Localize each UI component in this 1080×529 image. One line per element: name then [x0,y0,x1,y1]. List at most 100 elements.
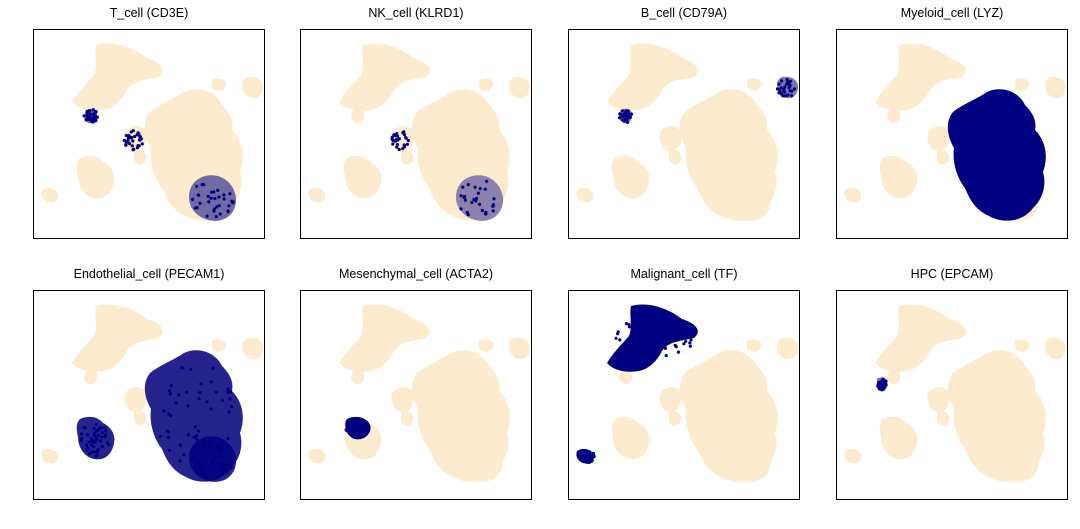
cell-cluster-tr [509,76,531,99]
expressing-cell-point [637,317,641,321]
expressing-cell-point [645,333,649,337]
umap-scatter-panel [300,290,532,500]
expressing-cell-point [353,421,357,425]
expressing-cell-point [211,366,215,370]
umap-scatter-panel [33,29,265,239]
expressing-cell-point [1004,102,1008,106]
expressing-cell-point [657,323,661,327]
expressing-cell-point [92,112,96,116]
expressing-cell-point [777,82,781,86]
expressing-cell-point [405,142,409,146]
expressing-cell-point [208,450,212,454]
expressing-cell-point [673,343,677,347]
expressing-cell-point [217,195,221,199]
expressing-cell-point [1002,148,1006,152]
expressing-cell-point [99,439,103,443]
expressing-cell-point [130,135,134,140]
expressing-cell-point [634,335,638,339]
expressing-cell-point [658,310,662,314]
cell-cluster-smal2 [134,150,147,165]
cell-cluster-smal2 [401,150,414,165]
expressing-cell-point [104,429,108,433]
umap-scatter-panel [300,29,532,239]
cell-cluster-cd8 [351,369,365,385]
expressing-cell-point [138,134,142,138]
cell-cluster-tr [242,76,264,99]
expressing-cell-point [792,87,797,91]
expressing-cell-point [406,138,410,143]
expressing-cell-point [192,435,196,439]
cell-cluster-smal1 [747,339,762,352]
expressing-cell-point [1015,148,1019,152]
cell-cluster-endo [611,416,650,460]
expressing-cell-point [617,116,621,120]
expressing-cell-point [587,460,592,464]
expressing-cell-point [124,143,128,147]
expressing-cell-point [359,426,363,430]
cell-cluster-lobe [124,386,147,413]
panel-title: Malignant_cell (TF) [630,267,738,281]
expressing-cell-point [492,197,496,201]
cell-cluster-tr [1045,76,1067,99]
expressing-cell-point [677,319,681,323]
expressing-cell-point [92,434,97,438]
cell-cluster-lobe [927,386,950,413]
expressing-cell-point [578,457,582,462]
expressing-cell-point [668,339,672,344]
cell-cluster-endo [343,155,382,199]
expressing-cell-point [213,455,217,459]
expressing-cell-point [204,475,208,479]
expressing-cell-point [402,133,407,137]
expressing-cell-point [217,204,221,208]
expressing-cell-point [166,436,170,440]
expressing-cell-point [167,389,171,393]
expressing-cell-point [993,143,997,147]
expressing-cell-point [84,443,89,447]
panel-title: Endothelial_cell (PECAM1) [73,267,225,281]
cell-cluster-lobe [927,125,950,152]
expressing-cell-point [103,426,107,430]
expressing-cell-point [193,425,197,429]
cell-cluster-smal2 [401,411,414,426]
expressing-cell-point [221,472,225,476]
expressing-cell-point [664,354,668,358]
expressing-cell-point [195,434,199,438]
expressing-cell-point [779,86,783,90]
expressing-cell-point [129,130,133,134]
panel-title: Mesenchymal_cell (ACTA2) [339,267,493,281]
expressing-cell-point [205,214,209,218]
expressing-cell-point [581,457,585,461]
expressing-cell-point [491,204,495,208]
expressing-cell-point [201,455,205,460]
expressing-cell-point [968,136,972,140]
expressing-cell-point [169,384,173,388]
cell-cluster-nk [723,175,772,221]
expressing-cell-point [351,429,355,433]
expressing-cell-point [670,312,674,316]
expressing-cell-point [200,471,204,475]
expressing-cell-point [1028,161,1032,165]
expressing-cell-point [966,153,970,157]
cell-cluster-smal2 [937,150,950,165]
expressing-cell-point [663,346,668,350]
expressing-cell-point [200,469,204,473]
expressing-cell-point [591,451,595,455]
expressing-cell-point [472,198,476,202]
cell-cluster-smal1 [212,78,227,91]
expressing-cell-point [463,194,467,199]
cell-cluster-top [72,304,163,372]
expressing-cell-point [1014,138,1018,142]
expressing-cell-point [214,215,218,219]
expressing-cell-point [168,392,172,396]
expressing-cell-point [1021,155,1025,159]
expressing-cell-point [174,401,178,405]
expressing-cell-point [124,133,128,138]
expressing-cell-point [688,330,692,334]
expressing-cell-point [218,446,222,450]
cell-cluster-tr [242,337,264,360]
cell-cluster-smal2 [134,411,147,426]
expressing-cell-point [218,212,222,216]
expressing-cell-point [459,207,463,211]
expressing-cell-point [626,351,630,355]
expressing-cell-point [210,468,214,472]
